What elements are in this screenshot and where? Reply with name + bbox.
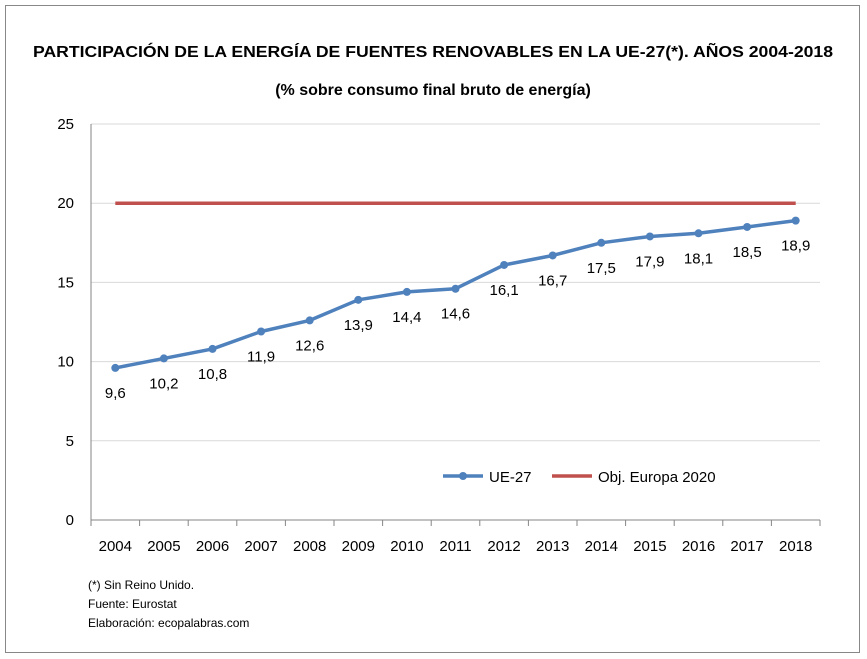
data-label: 10,8: [198, 366, 227, 383]
data-label: 18,5: [732, 244, 761, 261]
x-tick-label: 2010: [390, 538, 423, 555]
note-2: Elaboración: ecopalabras.com: [88, 616, 249, 630]
ue27-point: [305, 316, 314, 325]
x-tick-label: 2009: [342, 538, 375, 555]
ue27-point: [354, 295, 363, 304]
data-label: 14,4: [392, 309, 421, 326]
y-tick-label: 20: [57, 195, 74, 212]
data-label: 16,7: [538, 272, 567, 289]
data-label: 18,9: [781, 238, 810, 255]
y-tick-label: 10: [57, 354, 74, 371]
y-tick-label: 5: [66, 433, 74, 450]
note-0: (*) Sin Reino Unido.: [88, 578, 194, 592]
data-label: 16,1: [489, 282, 518, 299]
y-tick-label: 0: [66, 512, 74, 529]
ue27-point: [597, 238, 606, 247]
ue27-point: [451, 284, 460, 293]
chart-subtitle: (% sobre consumo final bruto de energía): [275, 82, 591, 99]
x-tick-label: 2006: [196, 538, 229, 555]
data-label: 12,6: [295, 337, 324, 354]
x-tick-label: 2015: [633, 538, 666, 555]
ue27-point: [159, 354, 168, 363]
y-tick-label: 25: [57, 116, 74, 133]
x-tick-label: 2017: [730, 538, 763, 555]
data-label: 17,9: [635, 253, 664, 270]
note-1: Fuente: Eurostat: [88, 597, 177, 611]
x-tick-label: 2007: [244, 538, 277, 555]
data-label: 13,9: [344, 317, 373, 334]
y-tick-label: 15: [57, 274, 74, 291]
chart-title: PARTICIPACIÓN DE LA ENERGÍA DE FUENTES R…: [33, 41, 833, 61]
ue27-point: [257, 327, 266, 336]
ue27-point: [645, 232, 654, 241]
data-label: 11,9: [247, 349, 275, 366]
ue27-point: [111, 363, 120, 372]
data-label: 14,6: [441, 306, 470, 323]
ue27-point: [402, 287, 411, 296]
x-tick-label: 2013: [536, 538, 569, 555]
ue27-point: [791, 216, 800, 225]
ue27-point: [548, 251, 557, 260]
x-tick-label: 2011: [439, 538, 471, 555]
x-tick-label: 2004: [99, 538, 132, 555]
data-label: 17,5: [587, 260, 616, 277]
data-label: 18,1: [684, 250, 713, 267]
legend-target-label: Obj. Europa 2020: [598, 469, 716, 486]
ue27-point: [694, 229, 703, 238]
ue27-point: [500, 260, 509, 269]
ue27-point: [743, 222, 752, 231]
x-tick-label: 2005: [147, 538, 180, 555]
ue27-point: [208, 344, 217, 353]
legend-ue27-label: UE-27: [489, 469, 532, 486]
x-tick-label: 2014: [585, 538, 618, 555]
data-label: 9,6: [105, 385, 126, 402]
legend-ue27-marker: [459, 472, 467, 480]
data-label: 10,2: [149, 375, 178, 392]
chart-frame: [5, 5, 860, 653]
x-tick-label: 2012: [487, 538, 520, 555]
x-tick-label: 2008: [293, 538, 326, 555]
x-tick-label: 2018: [779, 538, 812, 555]
x-tick-label: 2016: [682, 538, 715, 555]
